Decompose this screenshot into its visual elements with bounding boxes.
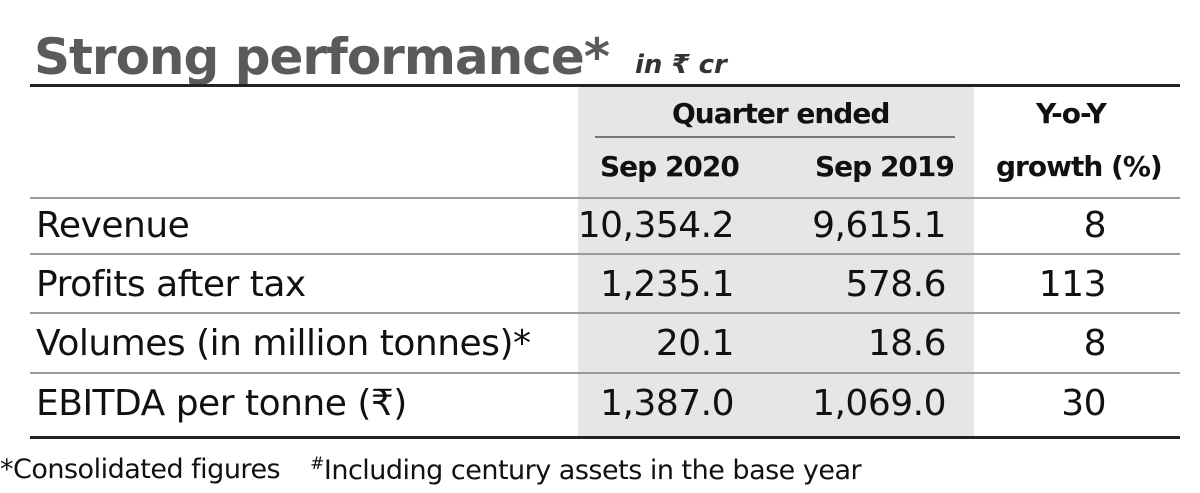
footnote-century: #Including century assets in the base ye…: [310, 454, 862, 486]
row-label-ebitda: EBITDA per tonne (₹): [36, 383, 407, 424]
title-row: Strong performance* in ₹ cr: [34, 20, 727, 82]
quarter-rule: [595, 136, 955, 138]
top-rule: [30, 84, 1180, 87]
header-y-o-y: Y-o-Y: [1036, 97, 1107, 130]
quarter-shade: [578, 87, 974, 439]
header-sep-2019: Sep 2019: [815, 150, 955, 183]
cell-volumes-sep2019: 18.6: [867, 323, 947, 364]
cell-ebitda-sep2020: 1,387.0: [600, 383, 734, 424]
cell-revenue-sep2019: 9,615.1: [812, 205, 946, 246]
row-rule: [30, 372, 1180, 374]
footnote-century-text: Including century assets in the base yea…: [323, 455, 862, 486]
header-rule: [30, 197, 1180, 199]
footnote-consolidated: *Consolidated figures: [0, 454, 281, 485]
chart-title: Strong performance*: [34, 28, 610, 86]
cell-ebitda-growth: 30: [1061, 383, 1106, 424]
footnotes: *Consolidated figures #Including century…: [0, 454, 862, 486]
row-label-volumes: Volumes (in million tonnes)*: [36, 323, 531, 364]
header-quarter-ended: Quarter ended: [672, 97, 890, 130]
cell-volumes-growth: 8: [1083, 323, 1107, 364]
unit-label: in ₹ cr: [634, 50, 727, 80]
footnote-mark: #: [310, 454, 324, 474]
cell-pat-sep2020: 1,235.1: [600, 264, 734, 305]
cell-pat-growth: 113: [1038, 264, 1107, 305]
cell-revenue-growth: 8: [1083, 205, 1107, 246]
header-sep-2020: Sep 2020: [600, 150, 740, 183]
row-rule: [30, 253, 1180, 255]
cell-volumes-sep2020: 20.1: [655, 323, 735, 364]
cell-ebitda-sep2019: 1,069.0: [812, 383, 946, 424]
row-rule: [30, 312, 1180, 314]
cell-revenue-sep2020: 10,354.2: [577, 205, 735, 246]
header-growth: growth (%): [996, 150, 1163, 183]
bottom-rule: [30, 436, 1180, 439]
row-label-pat: Profits after tax: [36, 264, 306, 305]
row-label-revenue: Revenue: [36, 205, 190, 246]
cell-pat-sep2019: 578.6: [845, 264, 946, 305]
